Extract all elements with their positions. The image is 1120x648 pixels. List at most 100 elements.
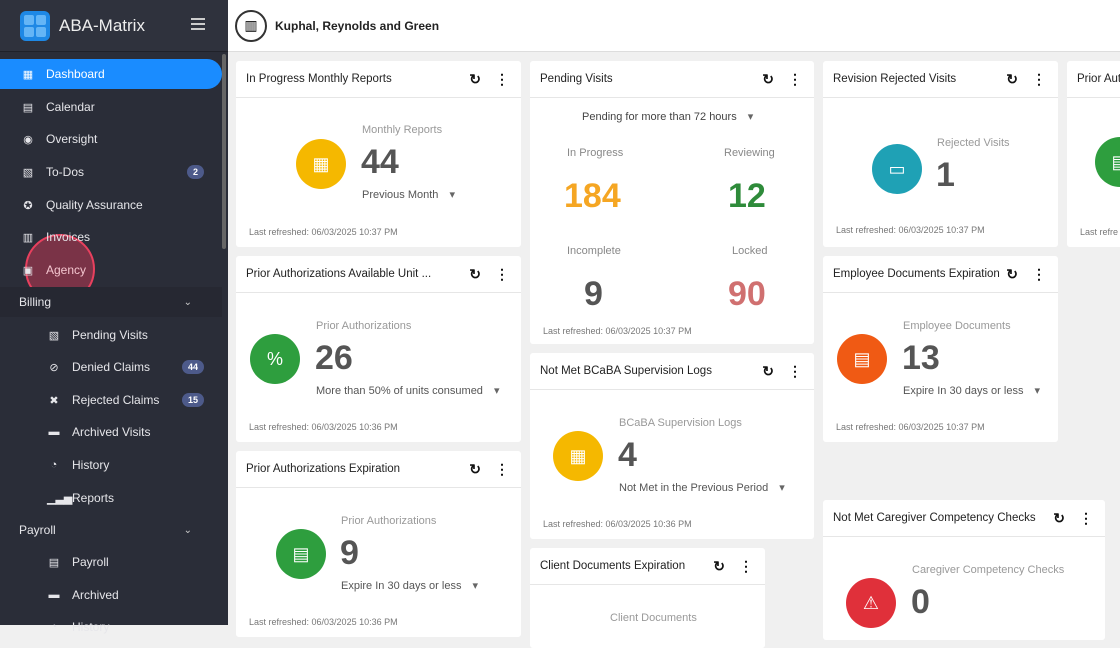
refresh-icon[interactable]: ↻ (762, 363, 774, 379)
card-title: Revision Rejected Visits (833, 73, 957, 85)
sidebar-group-billing[interactable]: Billing ⌄ (0, 287, 222, 317)
filter-dropdown[interactable]: Expire In 30 days or less (341, 579, 478, 592)
card-bcaba-logs: Not Met BCaBA Supervision Logs ↻ ⋮ ▦ BCaBA… (530, 353, 814, 539)
sidebar-item-archived-visits[interactable]: ▬ Archived Visits (0, 417, 222, 447)
sidebar-item-denied-claims[interactable]: ⊘ Denied Claims 44 (0, 352, 222, 382)
reviewing-value[interactable]: 12 (728, 177, 766, 215)
more-icon[interactable]: ⋮ (1032, 266, 1046, 282)
card-caregiver-competency: Not Met Caregiver Competency Checks ↻ ⋮ ⚠ … (823, 500, 1105, 640)
filter-dropdown[interactable]: Previous Month (362, 188, 455, 201)
refresh-icon[interactable]: ↻ (469, 461, 481, 477)
reviewing-label: Reviewing (724, 147, 775, 159)
card-title: Employee Documents Expiration (833, 268, 1000, 280)
payroll-icon: ▤ (48, 556, 60, 569)
filter-dropdown[interactable]: Expire In 30 days or less (903, 384, 1040, 397)
label: Pending Visits (72, 328, 148, 342)
label: Dashboard (46, 67, 105, 81)
refresh-icon[interactable]: ↻ (469, 266, 481, 282)
document-icon: ▤ (1095, 137, 1120, 187)
label: History (72, 458, 110, 472)
more-icon[interactable]: ⋮ (739, 558, 753, 574)
card-revision-rejected: Revision Rejected Visits ↻ ⋮ ▭ Rejected Vi… (823, 61, 1058, 247)
stat-label: Monthly Reports (362, 124, 443, 136)
refresh-icon[interactable]: ↻ (1006, 266, 1018, 282)
sidebar-group-payroll[interactable]: Payroll ⌄ (0, 515, 222, 545)
locked-value[interactable]: 90 (728, 275, 766, 313)
more-icon[interactable]: ⋮ (1032, 71, 1046, 87)
menu-icon[interactable] (191, 18, 205, 30)
sidebar-item-payroll-history[interactable]: ◔ History (0, 612, 222, 642)
building-icon: ▣ (22, 264, 34, 277)
last-refreshed: Last refre (1080, 227, 1119, 237)
sidebar-item-quality-assurance[interactable]: ✪ Quality Assurance (0, 190, 222, 220)
document-clock-icon: ▤ (837, 334, 887, 384)
last-refreshed: Last refreshed: 06/03/2025 10:36 PM (543, 519, 692, 529)
locked-label: Locked (732, 245, 768, 257)
more-icon[interactable]: ⋮ (495, 266, 509, 282)
sidebar-item-pending-visits[interactable]: ▧ Pending Visits (0, 320, 222, 350)
more-icon[interactable]: ⋮ (495, 71, 509, 87)
calendar-icon: ▦ (296, 139, 346, 189)
refresh-icon[interactable]: ↻ (469, 71, 481, 87)
history-icon: ◔ (50, 621, 58, 633)
sidebar-item-invoices[interactable]: ▥ Invoices (0, 222, 222, 252)
refresh-icon[interactable]: ↻ (762, 71, 774, 87)
stat-value: 26 (315, 339, 353, 377)
sidebar-item-reports[interactable]: ▁▃▅ Reports (0, 483, 222, 513)
sidebar-item-oversight[interactable]: ◉ Oversight (0, 124, 222, 154)
card-title: Not Met Caregiver Competency Checks (833, 512, 1036, 524)
more-icon[interactable]: ⋮ (788, 71, 802, 87)
card-employee-documents: Employee Documents Expiration ↻ ⋮ ▤ Employ… (823, 256, 1058, 442)
card-title: Prior Aut (1077, 73, 1120, 85)
card-title: Not Met BCaBA Supervision Logs (540, 365, 712, 377)
label: Denied Claims (72, 360, 151, 374)
last-refreshed: Last refreshed: 06/03/2025 10:37 PM (543, 326, 692, 336)
card-title: Prior Authorizations Expiration (246, 463, 401, 475)
org-name[interactable]: Kuphal, Reynolds and Green (275, 18, 440, 33)
sidebar-item-payroll[interactable]: ▤ Payroll (0, 547, 222, 577)
sidebar-item-calendar[interactable]: ▤ Calendar (0, 92, 222, 122)
label: Billing (19, 295, 52, 309)
label: Archived Visits (72, 425, 151, 439)
chart-icon: ▁▃▅ (47, 492, 73, 505)
document-icon: ▭ (872, 144, 922, 194)
sidebar-item-agency[interactable]: ▣ Agency (0, 255, 222, 285)
sidebar-item-todos[interactable]: ▧ To-Dos 2 (0, 157, 222, 187)
card-title: In Progress Monthly Reports (246, 73, 392, 85)
filter-dropdown[interactable]: Not Met in the Previous Period (619, 481, 785, 494)
app-logo[interactable]: ABA-Matrix (0, 0, 228, 52)
sidebar-item-history[interactable]: ◔ History (0, 450, 222, 480)
card-pa-units: Prior Authorizations Available Unit ... ↻… (236, 256, 521, 442)
stat-label: Rejected Visits (937, 137, 1010, 149)
stat-label: Prior Authorizations (316, 320, 412, 332)
chevron-down-icon: ⌄ (183, 524, 192, 536)
rejected-badge: 15 (181, 393, 204, 407)
label: To-Dos (46, 165, 85, 179)
filter-dropdown[interactable]: More than 50% of units consumed (316, 384, 500, 397)
sidebar-item-dashboard[interactable]: ▦ Dashboard (0, 59, 222, 89)
more-icon[interactable]: ⋮ (788, 363, 802, 379)
filter-dropdown[interactable]: Pending for more than 72 hours (582, 110, 753, 123)
invoice-icon: ▥ (22, 231, 34, 244)
topbar: ▥ Kuphal, Reynolds and Green (228, 0, 1120, 52)
sidebar-item-archived[interactable]: ▬ Archived (0, 580, 222, 610)
stat-value: 13 (902, 339, 940, 377)
in-progress-value[interactable]: 184 (564, 177, 621, 215)
more-icon[interactable]: ⋮ (1079, 510, 1093, 526)
label: Reports (72, 491, 115, 505)
refresh-icon[interactable]: ↻ (1053, 510, 1065, 526)
incomplete-value[interactable]: 9 (584, 275, 603, 313)
refresh-icon[interactable]: ↻ (713, 558, 725, 574)
x-icon: ✖ (49, 394, 59, 407)
sidebar-scrollbar[interactable] (222, 54, 226, 249)
stat-label: Client Documents (610, 612, 697, 624)
more-icon[interactable]: ⋮ (495, 461, 509, 477)
percent-icon: % (250, 334, 300, 384)
card-pending-visits: Pending Visits ↻ ⋮ Pending for more than 7… (530, 61, 814, 344)
label: Payroll (19, 523, 56, 537)
card-monthly-reports: In Progress Monthly Reports ↻ ⋮ ▦ Monthly … (236, 61, 521, 247)
sidebar-item-rejected-claims[interactable]: ✖ Rejected Claims 15 (0, 385, 222, 415)
refresh-icon[interactable]: ↻ (1006, 71, 1018, 87)
todos-badge: 2 (186, 165, 204, 179)
stat-value: 1 (936, 156, 955, 194)
